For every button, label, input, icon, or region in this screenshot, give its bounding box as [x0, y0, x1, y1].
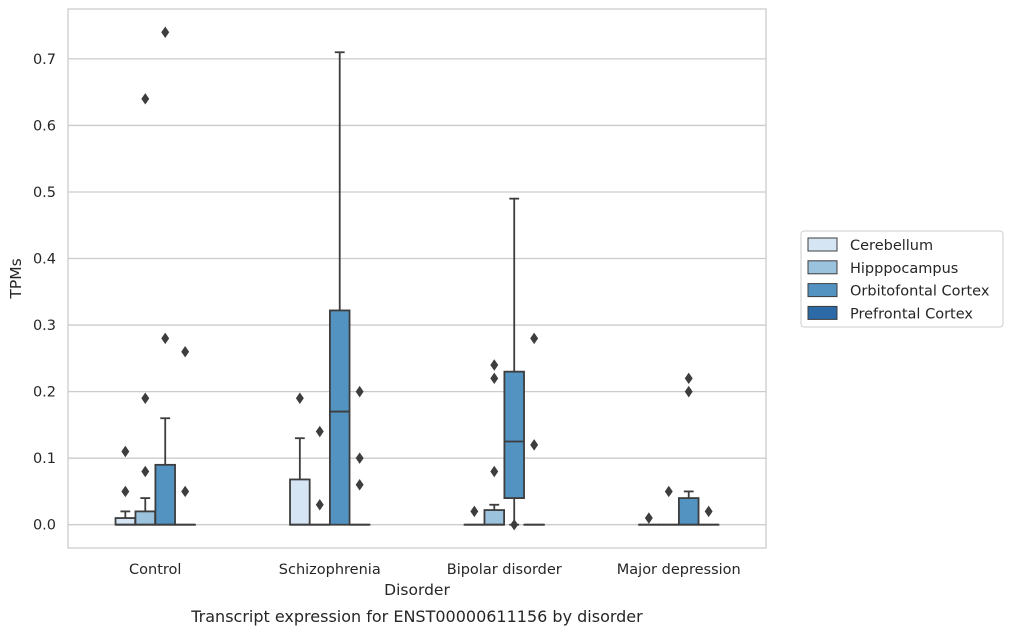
- box-orbitofontal-cortex: [328, 51, 351, 526]
- outlier-point: [181, 345, 190, 358]
- y-axis-title: TPMs: [7, 258, 25, 299]
- box-prefrontal-cortex: [348, 385, 371, 526]
- x-axis-ticks: Control Schizophrenia Bipolar disorder Majo…: [129, 562, 741, 578]
- outlier-point: [490, 372, 499, 385]
- figure-caption: Transcript expression for ENST0000061115…: [190, 607, 643, 626]
- outlier-point: [644, 512, 653, 524]
- legend-label: Cerebellum: [850, 238, 933, 254]
- box-orbitofontal-cortex: [677, 372, 700, 526]
- box-cerebellum: [114, 445, 137, 526]
- outlier-point: [510, 518, 519, 531]
- box-hipppocampus: [134, 93, 157, 526]
- y-tick-label: 0.3: [33, 318, 56, 334]
- legend: Cerebellum Hipppocampus Orbitofontal Corte…: [800, 230, 1004, 328]
- x-axis-title: Disorder: [384, 581, 450, 599]
- y-tick-label: 0.7: [33, 52, 56, 68]
- outlier-point: [704, 505, 713, 518]
- box-body: [328, 309, 351, 526]
- x-tick-label: Control: [129, 562, 181, 578]
- outlier-point: [530, 439, 539, 451]
- outlier-point: [355, 479, 364, 491]
- y-tick-label: 0.0: [33, 518, 56, 534]
- legend-swatch: [807, 260, 838, 275]
- outlier-point: [530, 332, 539, 345]
- box-body: [114, 517, 137, 526]
- legend-label: Orbitofontal Cortex: [850, 284, 990, 300]
- x-tick-label: Schizophrenia: [279, 562, 381, 578]
- y-tick-label: 0.6: [33, 118, 56, 134]
- box-prefrontal-cortex: [697, 505, 720, 526]
- y-axis-ticks: 0.0 0.1 0.2 0.3 0.4 0.5 0.6 0.7: [33, 52, 56, 534]
- legend-frame: [800, 230, 1004, 328]
- legend-swatch: [807, 305, 838, 320]
- legend-label: Prefrontal Cortex: [850, 306, 973, 322]
- outlier-point: [315, 499, 324, 511]
- legend-label: Hipppocampus: [850, 261, 958, 277]
- outlier-point: [470, 505, 479, 518]
- outlier-point: [664, 485, 673, 498]
- box-cerebellum: [289, 392, 311, 526]
- box-body: [677, 497, 700, 526]
- gridlines: [68, 58, 766, 526]
- outlier-point: [161, 26, 170, 39]
- y-tick-label: 0.1: [33, 451, 56, 467]
- box-hipppocampus: [483, 359, 506, 526]
- x-tick-label: Bipolar disorder: [447, 562, 562, 578]
- box-orbitofontal-cortex: [503, 197, 525, 531]
- outlier-point: [141, 93, 150, 105]
- legend-swatch: [807, 237, 838, 252]
- outlier-point: [355, 385, 364, 398]
- outlier-point: [295, 392, 304, 405]
- box-body: [154, 463, 176, 526]
- box-prefrontal-cortex: [174, 345, 196, 526]
- outlier-point: [315, 425, 324, 438]
- box-body: [289, 478, 311, 526]
- outlier-point: [161, 332, 170, 345]
- box-cerebellum: [463, 505, 486, 526]
- outlier-point: [490, 465, 499, 478]
- y-tick-label: 0.2: [33, 385, 56, 401]
- box-hipppocampus: [658, 485, 680, 526]
- outlier-point: [355, 452, 364, 464]
- box-prefrontal-cortex: [523, 332, 545, 526]
- plot-frame: [67, 8, 767, 549]
- outlier-point: [684, 385, 693, 398]
- outlier-point: [141, 392, 150, 405]
- box-body: [483, 509, 506, 526]
- box-hipppocampus: [309, 425, 331, 526]
- legend-swatch: [807, 283, 838, 298]
- box-body: [503, 370, 525, 499]
- outlier-point: [181, 485, 190, 498]
- y-tick-label: 0.5: [33, 185, 56, 201]
- outlier-point: [490, 359, 499, 371]
- outlier-point: [141, 465, 150, 478]
- box-body: [134, 510, 157, 526]
- box-cerebellum: [638, 512, 660, 526]
- outlier-point: [684, 372, 693, 385]
- outlier-point: [121, 445, 130, 458]
- x-tick-label: Major depression: [617, 562, 741, 578]
- box-orbitofontal-cortex: [154, 26, 176, 526]
- box-plot-series: [114, 26, 720, 531]
- y-tick-label: 0.4: [33, 252, 56, 268]
- outlier-point: [121, 485, 130, 498]
